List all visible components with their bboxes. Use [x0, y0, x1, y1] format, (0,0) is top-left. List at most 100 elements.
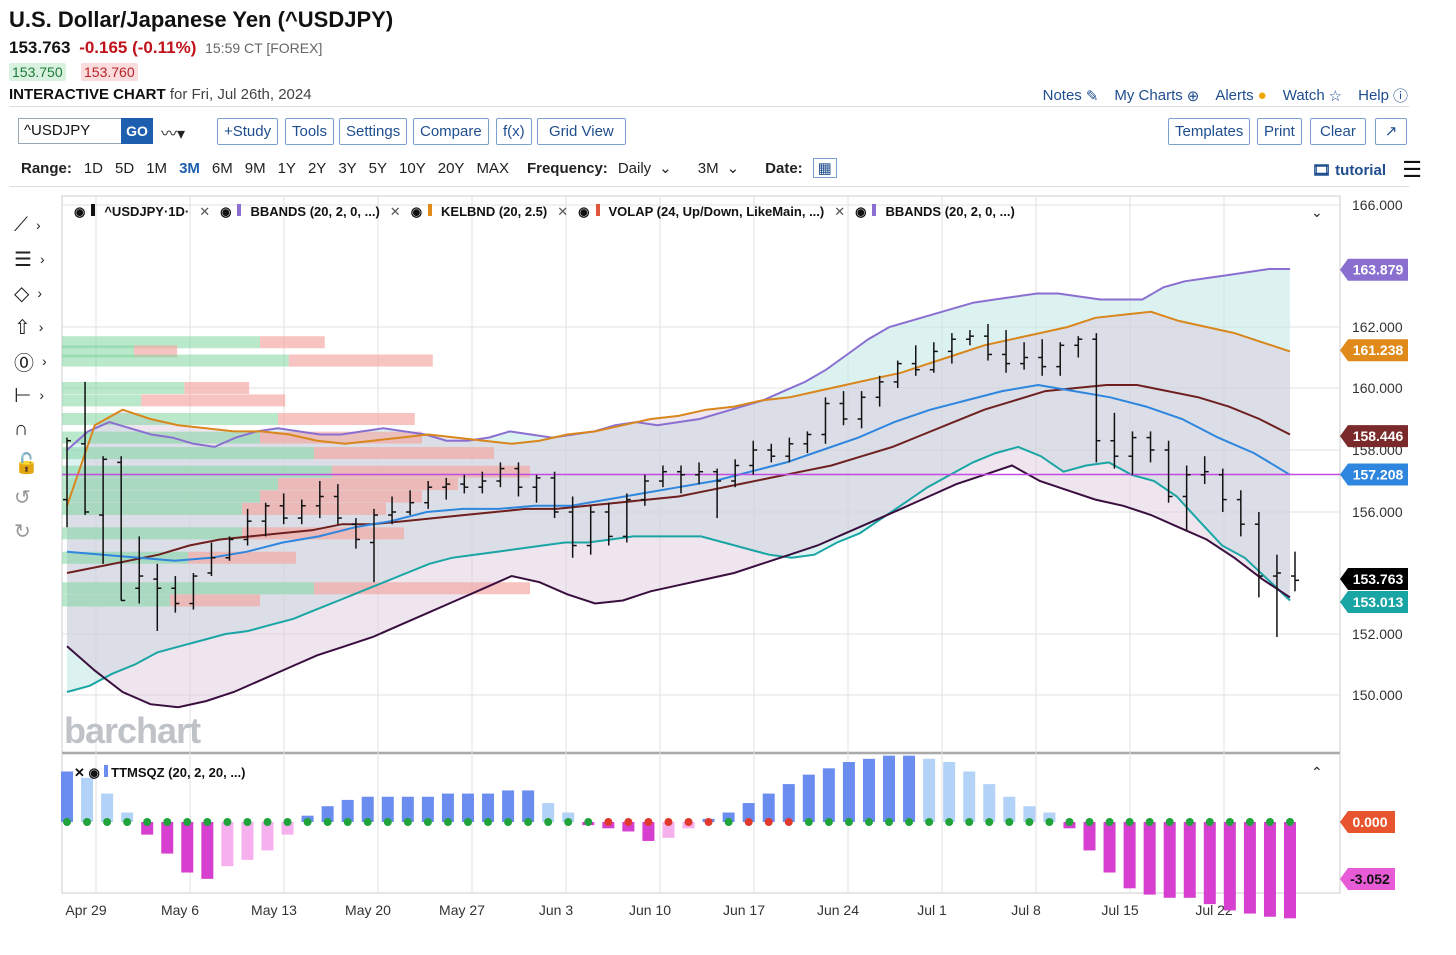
frequency-select[interactable]: Daily [617, 159, 652, 177]
squeeze-bar [1223, 822, 1236, 911]
clear-button[interactable]: Clear [1310, 118, 1366, 145]
range-1d[interactable]: 1D [83, 159, 104, 177]
range-6m[interactable]: 6M [211, 159, 233, 177]
tools-button[interactable]: Tools [285, 118, 335, 145]
volume-profile-down [314, 447, 494, 460]
eye-icon[interactable]: ◉ [74, 204, 86, 219]
x-tick-label: Jul 15 [1101, 902, 1139, 918]
close-icon[interactable]: ✕ [199, 204, 211, 219]
squeeze-dot [1125, 818, 1134, 826]
chevron-down-icon[interactable]: ⌄ [1311, 204, 1323, 220]
squeeze-bar [1123, 822, 1136, 889]
measure-tool-icon[interactable]: ⊢ › [14, 384, 45, 407]
squeeze-bar [762, 793, 775, 822]
squeeze-dot [784, 818, 793, 826]
range-3m[interactable]: 3M [179, 159, 200, 177]
price-badge-label: 163.879 [1353, 262, 1404, 278]
tutorial-link[interactable]: 🎞 tutorial [1311, 162, 1386, 179]
close-icon[interactable]: ✕ [557, 204, 569, 219]
magnet-icon[interactable]: ∩ [14, 417, 29, 440]
squeeze-dot [684, 818, 693, 826]
squeeze-bar [502, 790, 515, 822]
chevron-down-icon[interactable]: ⌄ [659, 160, 672, 177]
eye-icon[interactable]: ◉ [410, 204, 423, 219]
squeeze-dot [423, 818, 432, 826]
legend-swatch [595, 204, 600, 216]
eye-icon[interactable]: ◉ [578, 204, 590, 219]
shape-tool-icon[interactable]: ◇ › [14, 282, 43, 305]
undo-icon[interactable]: ↺ [14, 486, 31, 509]
go-button[interactable]: GO [121, 118, 153, 144]
squeeze-bar [923, 758, 936, 822]
volume-profile-up [62, 594, 170, 607]
volume-profile-up [62, 502, 242, 515]
arrow-tool-icon[interactable]: ⇧ › [14, 316, 44, 339]
templates-button[interactable]: Templates [1168, 118, 1251, 145]
help-icon: ⓘ [1392, 88, 1408, 105]
range-1y[interactable]: 1Y [277, 159, 296, 177]
eye-icon[interactable]: ◉ [855, 204, 867, 219]
squeeze-bar [903, 755, 916, 822]
chevron-up-icon[interactable]: ⌃ [1311, 764, 1323, 780]
range-3y[interactable]: 3Y [338, 159, 357, 177]
compare-button[interactable]: Compare [413, 118, 489, 145]
squeeze-dot [965, 818, 974, 826]
squeeze-dot [1185, 818, 1194, 826]
star-icon: ☆ [1328, 87, 1343, 105]
volume-profile-up [62, 478, 278, 491]
squeeze-bar [1183, 822, 1196, 898]
range-20y[interactable]: 20Y [437, 159, 465, 177]
page-title: U.S. Dollar/Japanese Yen (^USDJPY) [9, 7, 394, 32]
squeeze-dot [724, 818, 733, 826]
squeeze-dot [504, 818, 513, 826]
redo-icon[interactable]: ↻ [14, 520, 31, 543]
expand-icon[interactable]: ↗ [1375, 118, 1407, 145]
squeeze-bar [1163, 822, 1176, 898]
period-select[interactable]: 3M [697, 159, 719, 177]
line-tool-icon[interactable]: ⟋ › [14, 213, 41, 236]
range-9m[interactable]: 9M [244, 159, 266, 177]
print-button[interactable]: Print [1257, 118, 1302, 145]
menu-icon[interactable]: ☰ [1402, 157, 1422, 182]
squeeze-bar [401, 796, 414, 822]
settings-button[interactable]: Settings [339, 118, 408, 145]
close-icon[interactable]: ✕ [834, 204, 846, 219]
frequency-label: Frequency: [526, 159, 608, 177]
range-1m[interactable]: 1M [146, 159, 168, 177]
chart-type-icon[interactable]: 〰▾ [161, 126, 186, 143]
list-tool-icon[interactable]: ☰ › [14, 248, 45, 271]
squeeze-dot [1286, 818, 1294, 826]
range-10y[interactable]: 10Y [399, 159, 426, 177]
grid-view-button[interactable]: Grid View [537, 118, 626, 145]
range-5y[interactable]: 5Y [368, 159, 388, 177]
price-badge [1340, 463, 1408, 486]
help-link[interactable]: Help ⓘ [1358, 87, 1408, 105]
close-icon[interactable]: ✕ [74, 765, 85, 780]
close-icon[interactable]: ✕ [389, 204, 401, 219]
notes-link[interactable]: Notes ✎ [1042, 87, 1099, 105]
range-max[interactable]: MAX [476, 159, 509, 177]
squeeze-bar [181, 822, 194, 873]
squeeze-dot [604, 818, 613, 826]
chevron-down-icon[interactable]: ⌄ [726, 160, 740, 177]
lock-icon[interactable]: 🔓 [14, 452, 39, 475]
range-2y[interactable]: 2Y [307, 159, 327, 177]
my-charts-link[interactable]: My Charts ⊕ [1114, 87, 1200, 105]
study-button[interactable]: +Study [217, 118, 279, 145]
range-5d[interactable]: 5D [115, 159, 135, 177]
annotation-tool-icon[interactable]: ⓪ › [14, 352, 47, 375]
squeeze-dot [564, 818, 573, 826]
squeeze-dot [403, 818, 412, 826]
watch-link[interactable]: Watch ☆ [1282, 87, 1343, 105]
squeeze-bar [1083, 822, 1096, 851]
calendar-icon[interactable]: ▦ [812, 158, 837, 178]
eye-icon[interactable]: ◉ [220, 204, 232, 219]
study-legend: ◉ ^USDJPY·1D· ✕ ◉ BBANDS (20, 2, 0, ...) ✕ ◉… [74, 204, 1015, 220]
squeeze-bar [341, 799, 354, 822]
fx-button[interactable]: f(x) [496, 118, 532, 145]
squeeze-bar [1284, 822, 1296, 919]
squeeze-bar [121, 812, 134, 822]
alerts-link[interactable]: Alerts ● [1215, 87, 1267, 104]
eye-icon[interactable]: ◉ [88, 765, 100, 780]
